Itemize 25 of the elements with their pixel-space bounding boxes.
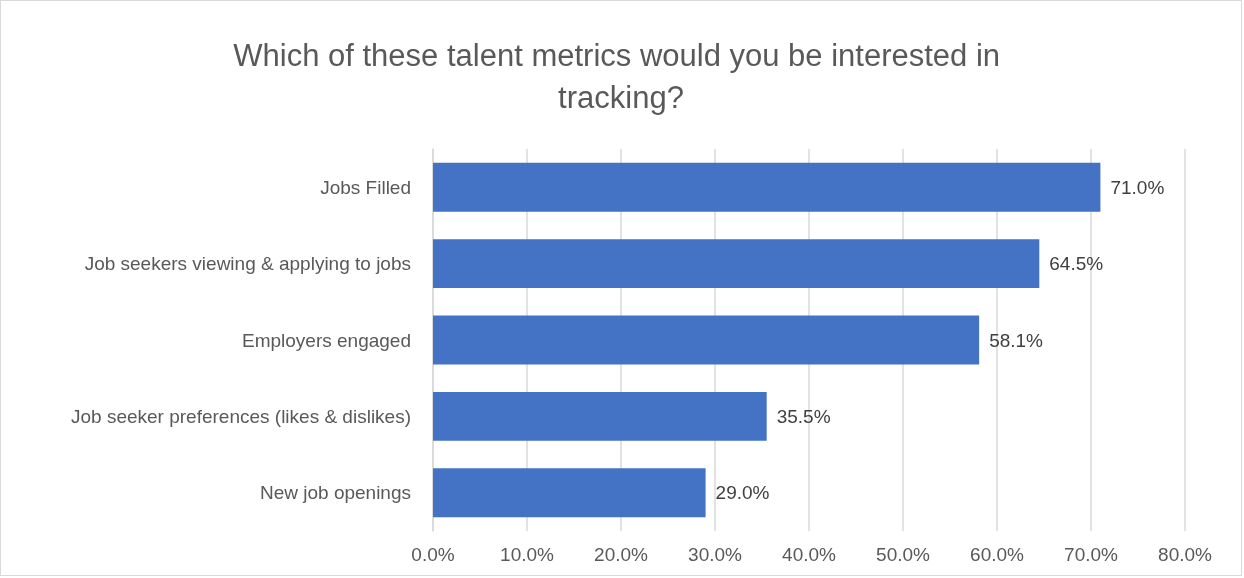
y-tick-label: Job seekers viewing & applying to jobs	[84, 253, 411, 275]
y-tick-label: New job openings	[259, 482, 411, 504]
bar	[433, 315, 980, 365]
bar	[433, 162, 1101, 212]
bar	[433, 239, 1040, 289]
data-label: 64.5%	[1049, 253, 1104, 275]
y-tick-label: Job seeker preferences (likes & dislikes)	[70, 405, 411, 427]
x-tick-label: 10.0%	[500, 544, 555, 565]
bar	[433, 391, 767, 441]
x-tick-label: 80.0%	[1158, 544, 1213, 565]
data-label: 58.1%	[989, 329, 1044, 351]
chart-title: Which of these talent metrics would you be interested in tracking?	[233, 37, 1009, 115]
x-tick-label: 40.0%	[782, 544, 837, 565]
x-tick-label: 70.0%	[1064, 544, 1119, 565]
x-tick-label: 20.0%	[594, 544, 649, 565]
data-label: 35.5%	[776, 405, 831, 427]
bar	[433, 468, 706, 518]
data-label: 71.0%	[1110, 176, 1165, 198]
y-tick-label: Jobs Filled	[320, 176, 411, 198]
x-tick-label: 60.0%	[970, 544, 1025, 565]
x-tick-label: 0.0%	[411, 544, 455, 565]
y-tick-label: Employers engaged	[242, 329, 411, 351]
x-tick-label: 30.0%	[688, 544, 743, 565]
x-tick-label: 50.0%	[876, 544, 931, 565]
data-label: 29.0%	[715, 482, 770, 504]
